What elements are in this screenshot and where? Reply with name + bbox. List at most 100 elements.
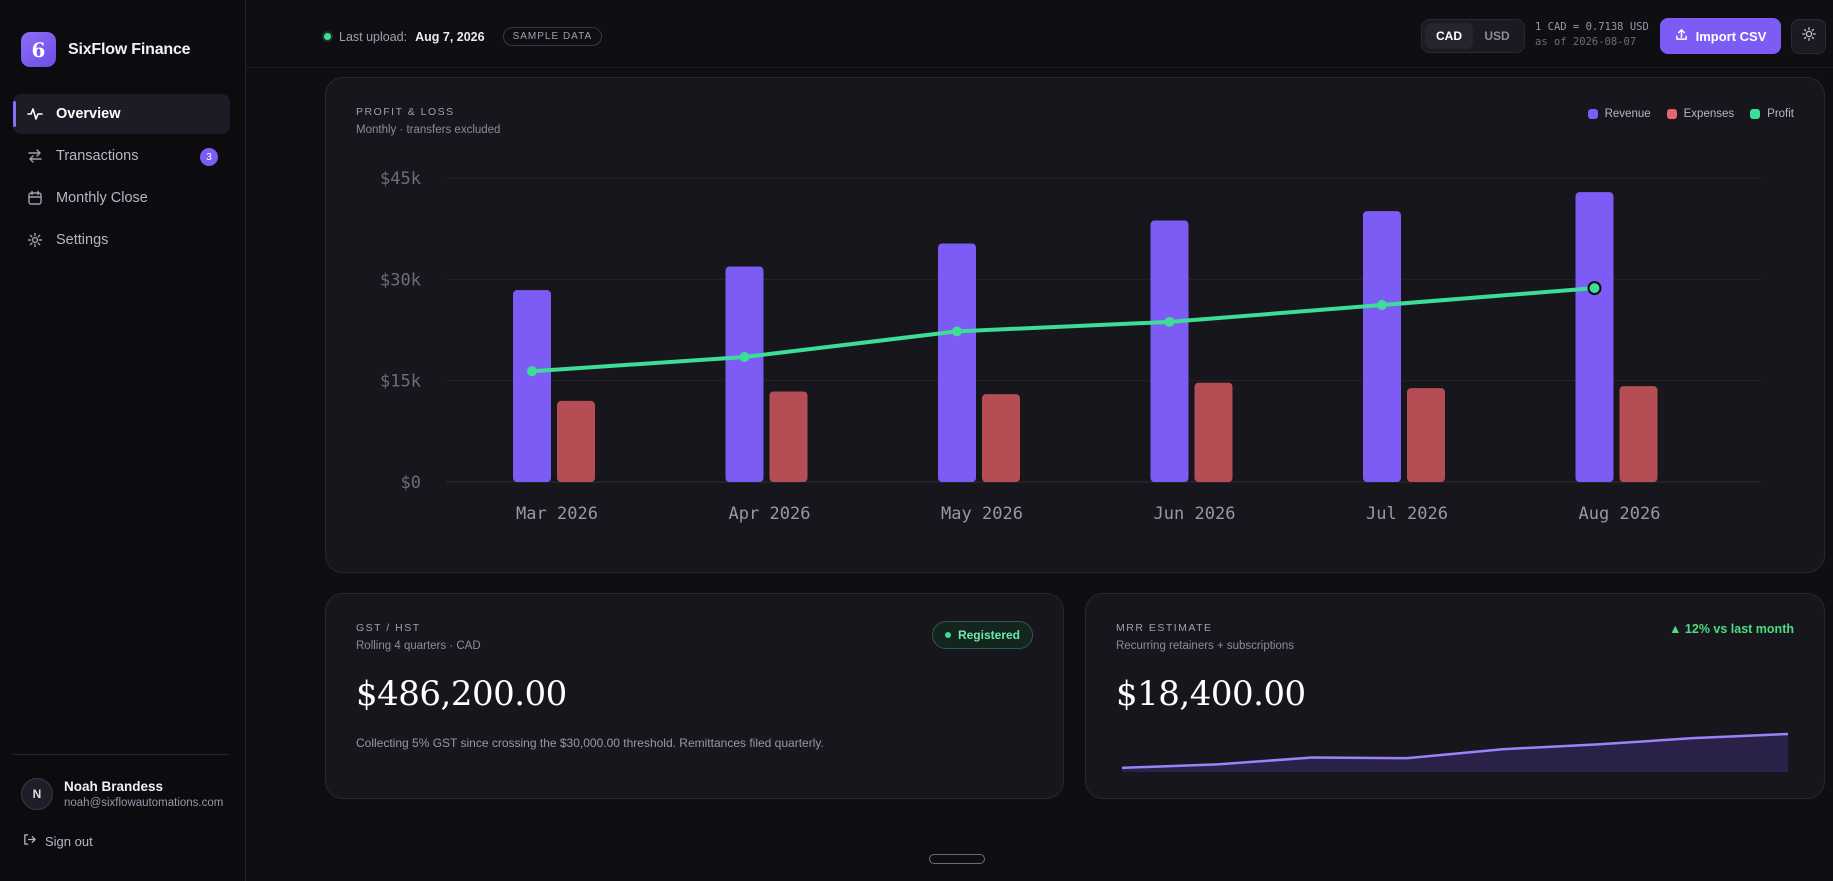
sparkline-line <box>1121 732 1789 770</box>
expense-bar <box>1194 382 1233 482</box>
legend-revenue[interactable]: Revenue <box>1587 108 1651 120</box>
x-tick-label: May 2026 <box>941 504 1023 524</box>
sidebar-nav: Overview Transactions 3 Monthly Close Se… <box>13 94 230 262</box>
profit-point <box>1164 316 1175 327</box>
import-csv-button[interactable]: Import CSV <box>1660 18 1781 54</box>
sign-out-icon <box>23 833 36 849</box>
registered-label: Registered <box>957 628 1020 642</box>
mrr-amount: $18,400.00 <box>1116 674 1306 714</box>
expense-bar <box>1407 388 1445 482</box>
sidebar-item-label: Overview <box>56 106 121 122</box>
theme-toggle-button[interactable] <box>1791 19 1826 54</box>
mrr-estimate-card: MRR ESTIMATE Recurring retainers + subsc… <box>1085 593 1825 799</box>
x-tick-label: Apr 2026 <box>729 504 811 524</box>
sample-data-badge: SAMPLE DATA <box>502 27 603 46</box>
activity-icon <box>27 106 43 122</box>
sidebar-item-label: Settings <box>56 232 109 248</box>
status-dot <box>324 33 331 40</box>
sun-icon <box>1801 27 1816 46</box>
revenue-bar <box>1575 192 1614 482</box>
profit-loss-chart: $0 $15k $30k $45k Mar 2026 Apr 2026 May 2026 Ju… <box>380 169 1761 524</box>
user-email: noah@sixflowautomations.com <box>64 797 224 809</box>
legend-label: Revenue <box>1604 108 1651 120</box>
x-tick-label: Mar 2026 <box>516 504 598 524</box>
status-dot <box>944 632 951 638</box>
arrows-icon <box>27 148 43 164</box>
profit-line <box>530 286 1597 374</box>
profit-loss-title: PROFIT & LOSS <box>356 106 455 118</box>
revenue-bar <box>513 290 551 482</box>
x-tick-label: Jun 2026 <box>1154 504 1236 524</box>
chart-legend: Revenue Expenses Profit <box>1587 108 1794 120</box>
profit-loss-header: PROFIT & LOSS Monthly · transfers exclud… <box>356 106 500 136</box>
brand-logo: 6 <box>21 32 56 67</box>
expense-bar <box>769 391 808 482</box>
transactions-count-badge: 3 <box>200 148 218 166</box>
legend-expenses[interactable]: Expenses <box>1666 108 1735 120</box>
gst-amount: $486,200.00 <box>356 674 567 714</box>
x-tick-label: Jul 2026 <box>1366 504 1448 524</box>
sidebar-item-label: Transactions <box>56 148 139 164</box>
exchange-rate: 1 CAD = 0.7138 USD as of 2026-08-07 <box>1535 20 1649 50</box>
profit-loss-card: $0 $15k $30k $45k Mar 2026 Apr 2026 May 2026 Ju… <box>325 77 1825 573</box>
revenue-bar <box>725 266 764 482</box>
user-profile[interactable]: N Noah Brandess noah@sixflowautomations.… <box>21 778 223 810</box>
sidebar-item-overview[interactable]: Overview <box>13 94 230 134</box>
x-tick-label: Aug 2026 <box>1579 504 1661 524</box>
y-tick-label: $15k <box>380 372 421 392</box>
sidebar-item-monthly-close[interactable]: Monthly Close <box>13 178 230 218</box>
gst-title: GST / HST <box>356 622 421 634</box>
y-tick-label: $30k <box>380 270 421 290</box>
currency-cad-button[interactable]: CAD <box>1425 23 1473 49</box>
sidebar: 6 SixFlow Finance Overview Transactions … <box>0 0 246 881</box>
gear-icon <box>27 232 43 248</box>
sidebar-divider <box>13 754 229 755</box>
gst-hst-card: GST / HST Rolling 4 quarters · CAD Regis… <box>325 593 1064 799</box>
scroll-handle[interactable] <box>929 854 985 864</box>
upload-icon <box>1675 28 1688 44</box>
profit-point <box>952 326 962 337</box>
legend-label: Expenses <box>1683 108 1735 120</box>
upload-date: Aug 7, 2026 <box>415 29 485 44</box>
currency-usd-button[interactable]: USD <box>1484 29 1510 43</box>
user-name: Noah Brandess <box>64 779 164 794</box>
gst-note: Collecting 5% GST since crossing the $30… <box>356 736 824 750</box>
expense-bar <box>982 394 1020 482</box>
gst-header: GST / HST Rolling 4 quarters · CAD <box>356 622 481 652</box>
expense-bar <box>1619 386 1658 482</box>
revenue-bar <box>1150 220 1189 482</box>
sign-out-label: Sign out <box>45 833 93 849</box>
brand[interactable]: 6 SixFlow Finance <box>21 32 191 67</box>
legend-swatch <box>1750 109 1761 119</box>
sidebar-item-settings[interactable]: Settings <box>13 220 230 260</box>
sidebar-item-label: Monthly Close <box>56 190 148 206</box>
y-tick-label: $0 <box>401 473 421 493</box>
avatar: N <box>21 778 53 810</box>
exchange-rate-date: as of 2026-08-07 <box>1535 36 1637 48</box>
profit-point <box>739 352 750 363</box>
sidebar-item-transactions[interactable]: Transactions 3 <box>13 136 230 176</box>
calendar-icon <box>27 190 43 206</box>
expense-bar <box>557 400 595 482</box>
currency-toggle: CAD USD <box>1421 19 1525 53</box>
revenue-bar <box>1363 211 1401 482</box>
revenue-bar <box>938 243 976 482</box>
exchange-rate-value: 1 CAD = 0.7138 USD <box>1535 21 1649 33</box>
legend-label: Profit <box>1767 108 1794 120</box>
registered-status-badge: Registered <box>931 621 1033 649</box>
y-tick-label: $45k <box>380 169 421 189</box>
profit-loss-subtitle: Monthly · transfers excluded <box>356 124 501 136</box>
gst-subtitle: Rolling 4 quarters · CAD <box>356 640 481 652</box>
mrr-header: MRR ESTIMATE Recurring retainers + subsc… <box>1116 622 1294 652</box>
profit-point <box>1377 300 1387 311</box>
sign-out-button[interactable]: Sign out <box>23 833 93 849</box>
topbar-divider <box>247 67 1833 68</box>
legend-swatch <box>1666 109 1677 119</box>
legend-profit[interactable]: Profit <box>1750 108 1794 120</box>
profit-point <box>527 366 537 377</box>
import-csv-label: Import CSV <box>1695 28 1767 44</box>
mrr-sparkline <box>1121 732 1789 772</box>
mrr-subtitle: Recurring retainers + subscriptions <box>1116 640 1295 652</box>
last-upload-status: Last upload: Aug 7, 2026 SAMPLE DATA <box>324 27 603 46</box>
upload-prefix: Last upload: <box>339 29 408 44</box>
